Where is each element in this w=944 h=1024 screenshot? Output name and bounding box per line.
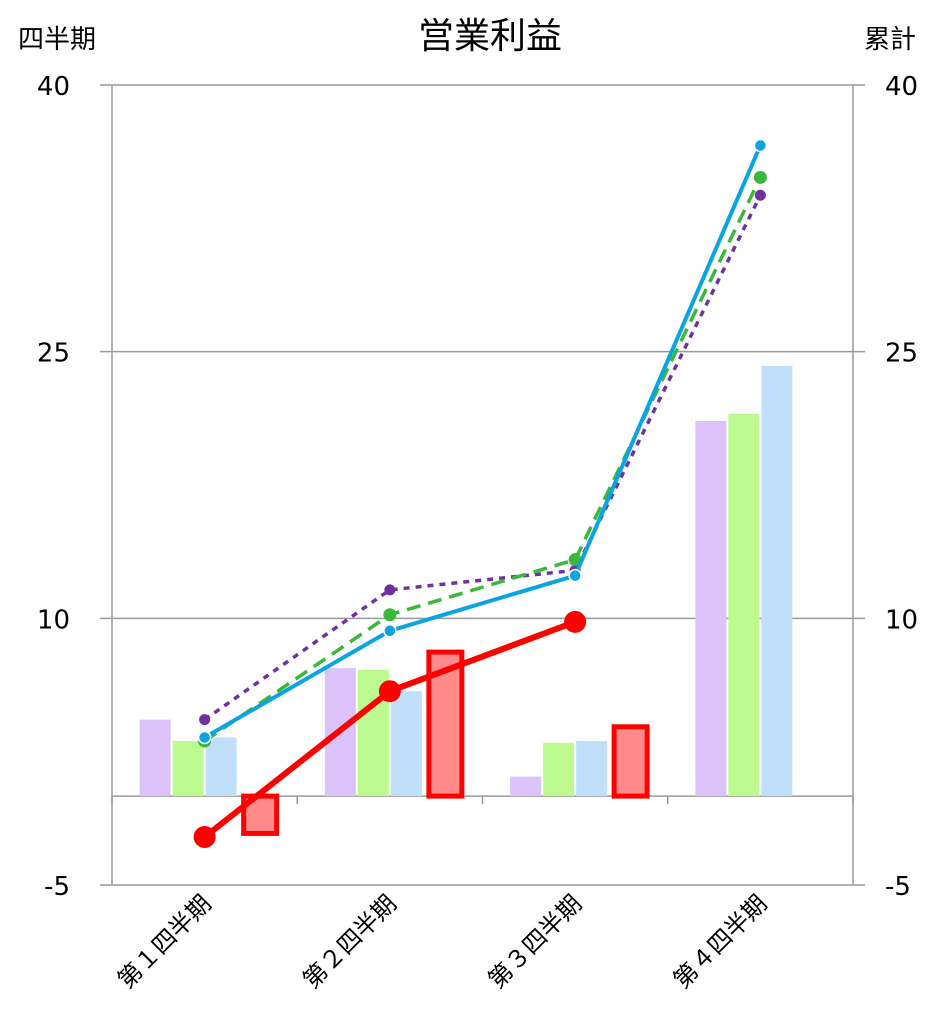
left-tick-label: -5 <box>44 872 70 902</box>
category-label: 第２四半期 <box>297 889 402 994</box>
series-point <box>378 680 401 703</box>
line-series <box>193 138 768 848</box>
series-point <box>383 624 397 638</box>
series-point <box>383 608 397 622</box>
bar <box>543 742 575 797</box>
left-tick-label: 25 <box>37 339 70 369</box>
bar <box>139 719 171 797</box>
right-tick-label: -5 <box>885 872 911 902</box>
bar <box>172 741 204 797</box>
series-point <box>384 584 396 596</box>
bar <box>576 741 608 797</box>
bar <box>761 365 793 797</box>
series-point <box>197 730 212 745</box>
series-point <box>753 138 768 153</box>
bar <box>390 691 422 797</box>
bar <box>728 413 760 797</box>
series-point <box>199 714 211 726</box>
series-point <box>754 189 766 201</box>
right-axis-label: 累計 <box>864 25 916 55</box>
series-point <box>564 610 587 633</box>
series-point <box>568 553 582 567</box>
left-tick-label: 40 <box>37 72 70 102</box>
series-line <box>203 176 762 743</box>
category-label: 第４四半期 <box>668 889 773 994</box>
series-point <box>568 568 582 583</box>
series-point <box>193 826 216 848</box>
bar <box>611 724 650 799</box>
category-label: 第１四半期 <box>112 889 217 994</box>
bar <box>426 649 465 799</box>
right-tick-label: 40 <box>885 72 918 102</box>
left-axis-label: 四半期 <box>18 25 96 55</box>
chart-title: 営業利益 <box>418 16 562 57</box>
bar <box>205 737 237 797</box>
right-tick-label: 10 <box>885 605 918 635</box>
bar <box>510 776 542 797</box>
bar <box>695 421 727 797</box>
series-line <box>203 194 762 722</box>
right-tick-label: 25 <box>885 339 918 369</box>
series-point <box>753 170 767 184</box>
left-tick-label: 10 <box>37 605 70 635</box>
series-line <box>203 144 763 740</box>
category-label: 第３四半期 <box>483 889 588 994</box>
bar-series <box>139 365 793 836</box>
